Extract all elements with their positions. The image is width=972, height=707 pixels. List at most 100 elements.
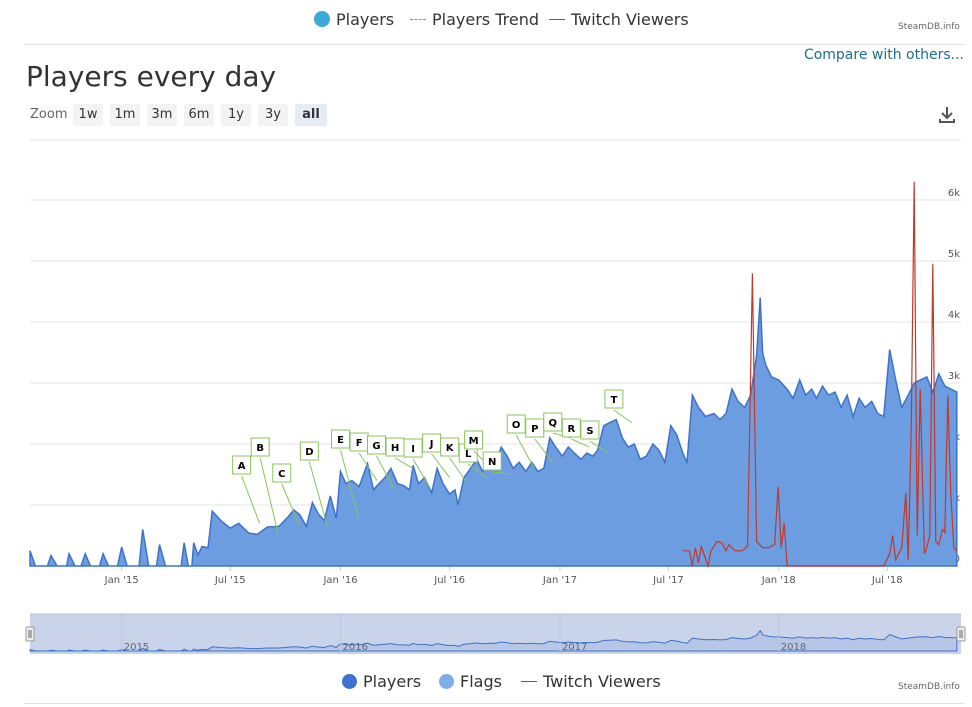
flag-box bbox=[580, 420, 600, 440]
flag-label: P bbox=[531, 424, 538, 435]
legend-label-players: Players bbox=[336, 10, 395, 29]
x-tick-label: Jul '15 bbox=[214, 575, 246, 586]
bottom-legend: Players Flags Twitch Viewers bbox=[0, 668, 972, 694]
flag-label: M bbox=[469, 436, 479, 447]
y-tick-label: 5k bbox=[948, 249, 960, 260]
flag-box bbox=[482, 451, 502, 471]
flag-box bbox=[331, 429, 351, 449]
navigator-left-handle[interactable] bbox=[25, 626, 35, 642]
flag-connector bbox=[412, 458, 432, 491]
flag-connector bbox=[431, 453, 451, 478]
bottom-legend-label-flags: Flags bbox=[460, 672, 502, 691]
flag-connector bbox=[241, 475, 261, 524]
flag-connector bbox=[515, 434, 535, 469]
flag-box bbox=[440, 437, 460, 457]
flag-label: S bbox=[586, 426, 593, 437]
flag-q: Q bbox=[543, 412, 571, 439]
flag-label: A bbox=[238, 461, 246, 472]
twitch-viewers-line bbox=[682, 181, 958, 569]
legend-item-twitch-viewers[interactable]: Twitch Viewers bbox=[549, 10, 689, 29]
x-tick-label: Jul '16 bbox=[433, 575, 465, 586]
flag-f: F bbox=[349, 432, 378, 481]
flag-connector bbox=[534, 438, 554, 463]
bottom-legend-players[interactable]: Players bbox=[342, 672, 421, 691]
flag-connector bbox=[589, 440, 609, 454]
zoom-6m-button[interactable]: 6m bbox=[184, 104, 214, 126]
red-line-icon bbox=[549, 19, 565, 20]
compare-link[interactable]: Compare with others... bbox=[803, 47, 964, 63]
navigator-year-label: 2018 bbox=[781, 642, 806, 653]
flag-box bbox=[272, 463, 292, 483]
flag-o: O bbox=[506, 414, 535, 469]
flag-label: G bbox=[372, 441, 380, 452]
flag-label: H bbox=[391, 443, 399, 454]
flag-c: C bbox=[272, 463, 301, 527]
x-tick-label: Jan '16 bbox=[322, 575, 357, 586]
flag-box bbox=[367, 435, 387, 455]
zoom-3y-button[interactable]: 3y bbox=[258, 104, 288, 126]
bottom-legend-twitch[interactable]: Twitch Viewers bbox=[521, 672, 661, 691]
navigator-year-label: 2016 bbox=[343, 642, 368, 653]
legend-label-twitch-viewers: Twitch Viewers bbox=[571, 10, 689, 29]
flag-box bbox=[561, 418, 581, 438]
navigator-year-label: 2017 bbox=[562, 642, 587, 653]
zoom-3m-button[interactable]: 3m bbox=[147, 104, 177, 126]
flag-box bbox=[506, 414, 526, 434]
flag-connector bbox=[449, 457, 469, 484]
credit-bottom[interactable]: SteamDB.info bbox=[898, 682, 960, 692]
flag-connector bbox=[394, 457, 414, 469]
x-tick-label: Jan '18 bbox=[761, 575, 796, 586]
flag-label: C bbox=[278, 469, 285, 480]
download-icon[interactable] bbox=[936, 104, 958, 126]
flag-g: G bbox=[367, 435, 395, 490]
zoom-1y-button[interactable]: 1y bbox=[221, 104, 251, 126]
navigator[interactable]: 2015 2016 2017 2018 bbox=[0, 608, 972, 658]
zoom-all-button[interactable]: all bbox=[295, 104, 327, 126]
navigator-series bbox=[29, 629, 958, 652]
flag-k: K bbox=[440, 437, 469, 484]
y-tick-label: 3k bbox=[948, 371, 960, 382]
flag-box bbox=[403, 438, 423, 458]
flag-box bbox=[232, 455, 252, 475]
flag-box bbox=[464, 430, 484, 450]
flags-dot-icon bbox=[439, 674, 454, 689]
zoom-label: Zoom bbox=[30, 107, 68, 122]
flag-connector bbox=[358, 452, 378, 481]
legend-label-players-trend: Players Trend bbox=[432, 10, 539, 29]
flag-label: B bbox=[256, 443, 264, 454]
flag-box bbox=[543, 412, 563, 432]
top-legend: Players Players Trend Twitch Viewers bbox=[0, 6, 972, 36]
flag-label: T bbox=[610, 395, 617, 406]
flag-t: T bbox=[604, 389, 633, 424]
dashed-line-icon bbox=[410, 19, 426, 20]
flag-label: R bbox=[567, 424, 575, 435]
navigator-right-handle[interactable] bbox=[956, 626, 966, 642]
bottom-legend-flags[interactable]: Flags bbox=[439, 672, 502, 691]
y-tick-label: 4k bbox=[948, 310, 960, 321]
y-tick-label: 6k bbox=[948, 188, 960, 199]
players-area bbox=[29, 297, 958, 567]
flag-n: N bbox=[482, 451, 511, 475]
legend-item-players-trend[interactable]: Players Trend bbox=[410, 10, 539, 29]
flag-connector bbox=[281, 483, 301, 527]
players-dot-icon bbox=[314, 11, 330, 27]
flag-connector bbox=[340, 449, 360, 519]
divider-top bbox=[24, 44, 964, 45]
flag-p: P bbox=[525, 418, 554, 463]
bottom-legend-label-twitch: Twitch Viewers bbox=[543, 672, 661, 691]
x-axis: Jan '15 Jul '15 Jan '16 Jul '16 Jan '17 Jul '… bbox=[104, 566, 903, 586]
navigator-labels: 2015 2016 2017 2018 bbox=[121, 614, 806, 654]
flag-label: Q bbox=[548, 418, 557, 429]
legend-item-players[interactable]: Players bbox=[314, 10, 394, 29]
credit-top[interactable]: SteamDB.info bbox=[898, 22, 960, 32]
flag-r: R bbox=[561, 418, 590, 448]
navigator-year-label: 2015 bbox=[124, 642, 149, 653]
zoom-1m-button[interactable]: 1m bbox=[110, 104, 140, 126]
zoom-1w-button[interactable]: 1w bbox=[73, 104, 103, 126]
divider-bottom bbox=[24, 703, 964, 704]
flag-s: S bbox=[580, 420, 609, 454]
players-dot-icon bbox=[342, 674, 357, 689]
flag-i: I bbox=[403, 438, 432, 491]
